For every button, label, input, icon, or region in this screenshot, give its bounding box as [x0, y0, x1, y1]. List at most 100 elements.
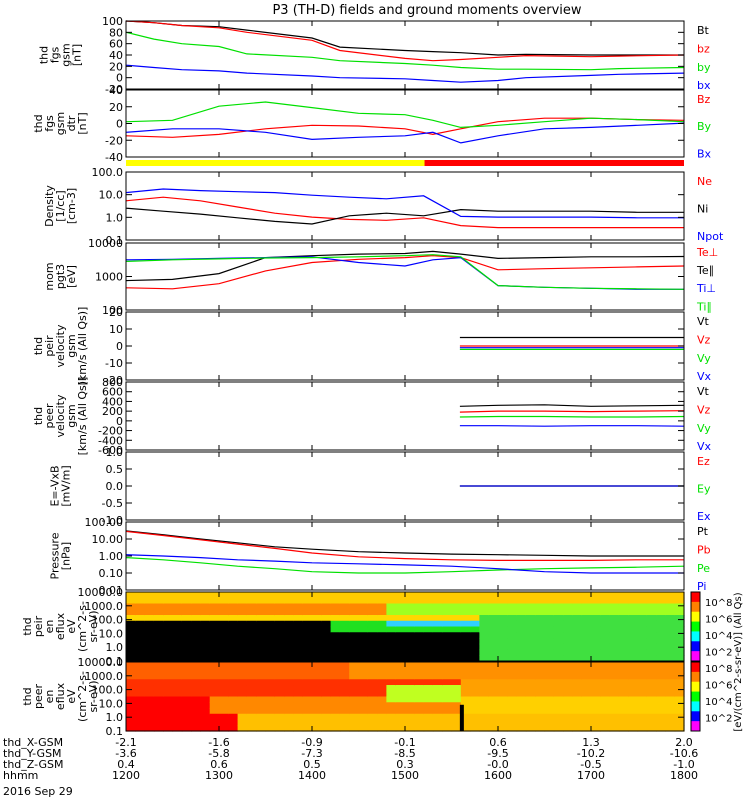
spectrogram-cell	[507, 592, 518, 599]
spectrogram-cell	[237, 603, 248, 610]
spectrogram-cell	[498, 725, 508, 732]
y-axis-label-line: peer	[43, 403, 56, 429]
spectrogram-cell	[470, 655, 480, 662]
colorbar-segment	[691, 701, 700, 712]
spectrogram-cell	[535, 643, 546, 651]
spectrogram-cell	[339, 702, 350, 709]
spectrogram-cell	[246, 649, 257, 656]
spectrogram-cell	[498, 696, 508, 703]
spectrogram-cell	[246, 626, 257, 633]
spectrogram-cell	[516, 620, 527, 628]
spectrogram-cell	[321, 685, 332, 692]
colorbar-segment	[691, 592, 700, 603]
spectrogram-cell	[377, 725, 387, 732]
spectrogram-cell	[172, 690, 183, 698]
spectrogram-cell	[405, 685, 415, 692]
colorbar: 10^810^610^410^210^810^610^410^2 [eV/(cm^…	[690, 591, 744, 732]
spectrogram-cell	[618, 725, 629, 732]
spectrogram-cell	[246, 679, 257, 686]
spectrogram-cell	[302, 725, 313, 732]
spectrogram-cell	[442, 685, 453, 692]
spectrogram-cell	[405, 626, 415, 633]
spectrogram-cell	[507, 655, 518, 662]
spectrogram-cell	[367, 655, 378, 662]
spectrogram-cell	[423, 719, 434, 726]
spectrogram-cell	[321, 690, 332, 698]
spectrogram-cell	[674, 662, 685, 669]
spectrogram-cell	[516, 708, 527, 715]
spectrogram-cell	[618, 708, 629, 715]
spectrogram-cell	[312, 685, 322, 692]
spectrogram-cell	[144, 725, 155, 732]
spectrogram-cell	[172, 620, 183, 628]
spectrogram-cell	[414, 620, 425, 628]
panel: 8006004002000-200-400-600thdpeervelocity…	[32, 376, 712, 457]
spectrogram-cell	[628, 713, 639, 721]
spectrogram-cell	[665, 708, 676, 715]
spectrogram-cell	[432, 609, 443, 616]
spectrogram-cell	[321, 667, 332, 675]
legend-entry: Pt	[697, 525, 709, 538]
spectrogram-cell	[656, 713, 666, 721]
spectrogram-cell	[563, 638, 573, 645]
spectrogram-cell	[591, 673, 601, 680]
spectrogram-cell	[219, 685, 229, 692]
colorbar-tick-label: 10^8	[705, 664, 732, 675]
spectrogram-cell	[126, 679, 136, 686]
spectrogram-cell	[432, 708, 443, 715]
spectrogram-cell	[349, 603, 360, 610]
colorbar-segment	[691, 691, 700, 702]
y-axis-label-line: peer	[32, 684, 45, 710]
spectrogram-cell	[618, 649, 629, 656]
spectrogram-cell	[256, 620, 267, 628]
spectrogram-cell	[191, 626, 201, 633]
spectrogram-cell	[609, 713, 620, 721]
spectrogram-cell	[535, 690, 546, 698]
spectrogram-cell	[637, 649, 648, 656]
y-tick-label: 20	[109, 101, 123, 114]
spectrogram-cell	[237, 626, 248, 633]
spectrogram-cell	[405, 662, 415, 669]
spectrogram-cell	[274, 662, 285, 669]
y-axis-label-line: sr-eV)	[87, 680, 100, 712]
spectrogram-cell	[144, 679, 155, 686]
spectrogram-cell	[423, 643, 434, 651]
spectrogram-cell	[488, 713, 499, 721]
spectrogram-cell	[181, 638, 192, 645]
spectrogram-cell	[442, 679, 453, 686]
spectrogram-cell	[293, 696, 304, 703]
legend-entry: bx	[697, 79, 711, 92]
spectrogram-cell	[191, 662, 201, 669]
spectrogram-cell	[219, 620, 229, 628]
y-tick-label: 0	[116, 118, 123, 131]
spectrogram-cell	[181, 685, 192, 692]
spectrogram-cell	[367, 638, 378, 645]
spectrogram-cell	[572, 713, 583, 721]
y-axis-label-line: thd	[32, 407, 45, 425]
spectrogram-cell	[414, 632, 425, 639]
spectrogram-cell	[414, 597, 425, 605]
spectrogram-cell	[535, 603, 546, 610]
spectrogram-cell	[563, 655, 573, 662]
spectrogram-cell	[600, 690, 611, 698]
spectrogram-cell	[460, 725, 471, 732]
spectrogram-cell	[591, 725, 601, 732]
spectrogram-cell	[498, 592, 508, 599]
spectrogram-cell	[219, 649, 229, 656]
spectrogram-cell	[330, 679, 341, 686]
spectrogram-cell	[135, 597, 146, 605]
spectrogram-cell	[358, 667, 369, 675]
spectrogram-cell	[618, 632, 629, 639]
y-tick-label: 0	[116, 340, 123, 353]
spectrogram-cell	[535, 615, 546, 622]
spectrogram-cell	[488, 632, 499, 639]
spectrogram-cell	[377, 597, 387, 605]
spectrogram-cell	[507, 615, 518, 622]
spectrogram-cell	[339, 649, 350, 656]
spectrogram-cell	[321, 673, 332, 680]
spectrogram-cell	[386, 603, 397, 610]
spectrogram-cell	[572, 673, 583, 680]
spectrogram-cell	[219, 696, 229, 703]
spectrogram-cell	[312, 662, 322, 669]
